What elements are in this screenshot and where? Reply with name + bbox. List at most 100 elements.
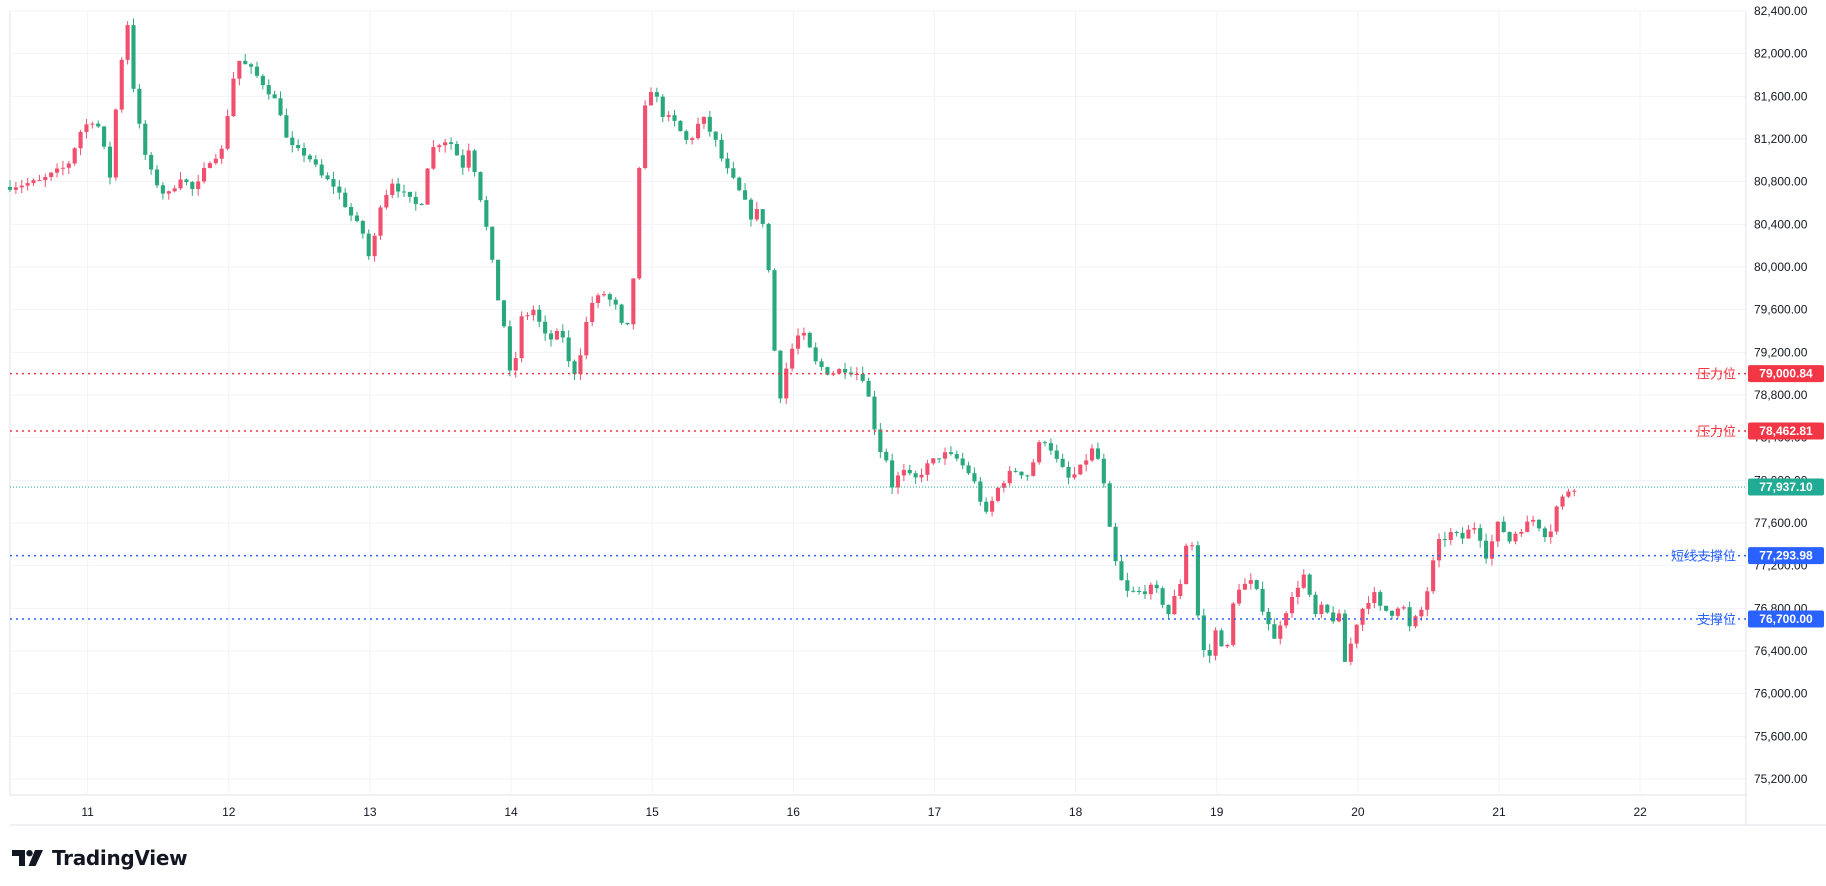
candle-body <box>119 59 124 110</box>
y-tick-label: 79,200.00 <box>1754 345 1808 359</box>
candle-body <box>1142 591 1148 595</box>
x-tick-label: 11 <box>81 805 94 819</box>
y-tick-label: 78,800.00 <box>1754 388 1808 402</box>
candle-body <box>237 60 242 79</box>
candle-body <box>937 458 942 460</box>
candle-body <box>1084 460 1089 465</box>
candle-body <box>607 294 612 300</box>
candle-body <box>160 185 165 194</box>
candle-body <box>25 183 30 186</box>
candle-body <box>1195 545 1200 616</box>
y-tick-label: 76,400.00 <box>1754 644 1808 658</box>
candle-body <box>1442 539 1447 541</box>
candle-body <box>990 500 995 512</box>
candle-body <box>731 168 736 178</box>
candle-body <box>1554 506 1559 532</box>
candle-body <box>690 138 695 140</box>
candle-body <box>1278 625 1283 639</box>
candle-body <box>878 429 883 452</box>
candle-body <box>1125 580 1130 591</box>
candle-body <box>884 451 889 461</box>
candle-body <box>925 463 930 475</box>
candle-body <box>1037 442 1042 463</box>
candle-body <box>1548 531 1553 538</box>
candle-body <box>407 191 412 197</box>
candle-body <box>1113 526 1118 562</box>
candle-body <box>684 131 689 140</box>
candle-body <box>84 124 89 132</box>
plot-area <box>9 10 1747 796</box>
candle-body <box>1319 604 1324 614</box>
candle-body <box>1395 608 1400 616</box>
candle-body <box>43 176 48 181</box>
level-label: 支撑位 <box>1697 613 1736 628</box>
candle-body <box>337 186 342 193</box>
candle-body <box>460 155 465 168</box>
candle-body <box>102 126 107 147</box>
candle-body <box>396 183 401 192</box>
candle-body <box>496 259 501 301</box>
candle-body <box>584 321 589 356</box>
candle-body <box>1060 458 1065 467</box>
candle-body <box>384 194 389 208</box>
candle-body <box>984 501 989 512</box>
candle-body <box>948 452 953 455</box>
candle-body <box>843 369 848 373</box>
candle-body <box>78 131 83 149</box>
candle-body <box>719 139 724 159</box>
candle-body <box>766 223 771 271</box>
candle-body <box>231 78 236 117</box>
candle-body <box>284 115 289 138</box>
candle-body <box>60 167 65 169</box>
x-tick-label: 14 <box>504 805 518 819</box>
candle-body <box>678 120 683 132</box>
candle-body <box>1054 450 1059 459</box>
candle-body <box>801 332 806 336</box>
candle-body <box>290 137 295 146</box>
price-tag <box>1748 422 1824 440</box>
candle-body <box>1213 630 1218 656</box>
candle-body <box>531 309 536 316</box>
candle-body <box>184 179 189 183</box>
candle-body <box>1301 574 1306 588</box>
candle-body <box>631 278 636 325</box>
candle-body <box>372 235 377 257</box>
candle-body <box>90 123 95 125</box>
candle-body <box>307 155 312 160</box>
candle-body <box>1001 483 1006 488</box>
candle-body <box>854 373 859 375</box>
x-tick-label: 20 <box>1351 805 1365 819</box>
candle-body <box>954 454 959 459</box>
candle-body <box>537 309 542 322</box>
candle-body <box>737 177 742 191</box>
candle-body <box>454 144 459 156</box>
candle-body <box>643 105 648 169</box>
candle-body <box>1007 470 1012 484</box>
candle-body <box>778 350 783 399</box>
candle-body <box>325 175 330 180</box>
candle-body <box>448 142 454 145</box>
candle-body <box>331 179 336 187</box>
price-tag <box>1748 610 1824 628</box>
candle-body <box>913 473 918 478</box>
candle-body <box>754 209 759 220</box>
candle-body <box>1178 584 1183 597</box>
candle-body <box>895 475 901 488</box>
candle-body <box>478 172 483 201</box>
candle-body <box>202 167 207 182</box>
candle-body <box>249 64 254 67</box>
candle-body <box>1019 471 1024 476</box>
x-tick-label: 15 <box>645 805 659 819</box>
candle-body <box>784 368 789 399</box>
candle-body <box>1431 560 1436 592</box>
candle-body <box>1131 590 1136 592</box>
candle-body <box>637 168 642 279</box>
candle-body <box>813 347 818 362</box>
x-tick-label: 12 <box>222 805 236 819</box>
candle-body <box>1472 528 1477 530</box>
candle-body <box>1372 592 1377 604</box>
candle-body <box>672 115 677 121</box>
candle-body <box>1289 596 1295 614</box>
candle-body <box>1219 630 1224 647</box>
